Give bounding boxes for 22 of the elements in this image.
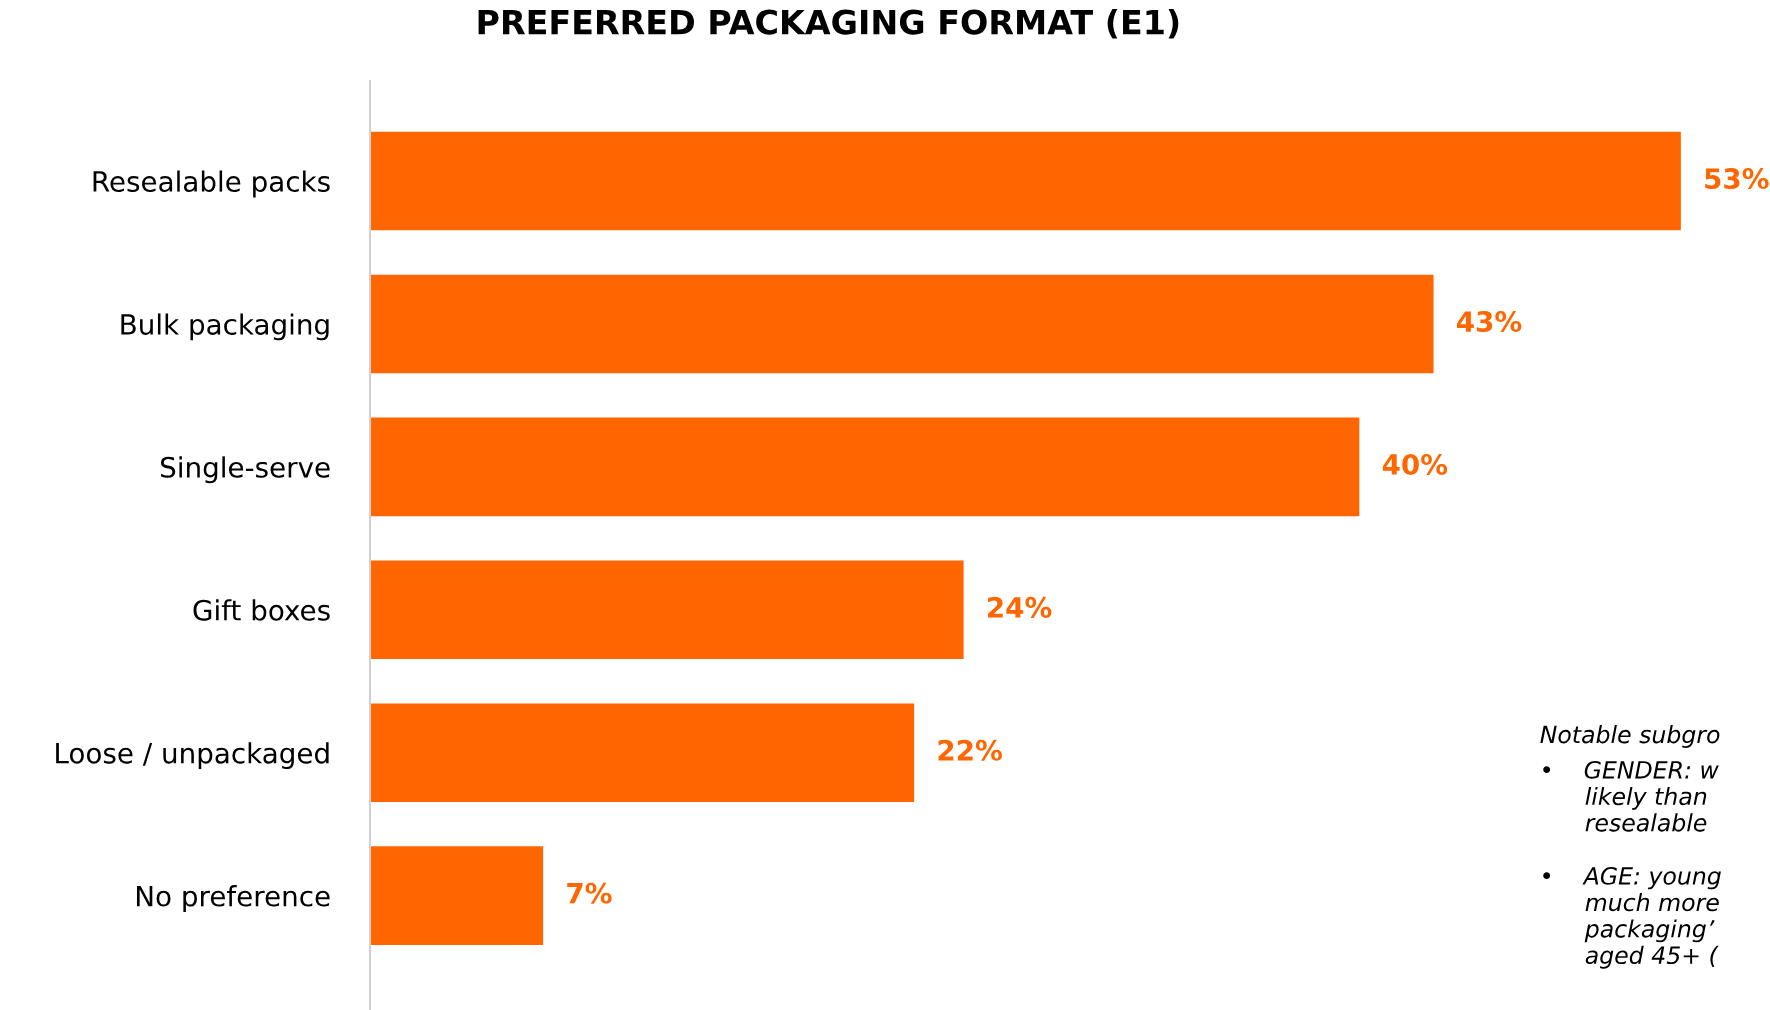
bar — [370, 560, 964, 660]
chart-title: PREFERRED PACKAGING FORMAT (E1) — [478, 8, 1179, 39]
bar — [370, 703, 915, 803]
bar — [370, 417, 1360, 517]
bar — [370, 846, 544, 945]
bar — [370, 274, 1434, 374]
data-label: 43% — [1457, 311, 1522, 333]
bar — [370, 131, 1681, 231]
annotation: Notable subgro — [1540, 725, 1720, 748]
annotation: • AGE: young much more packaging’ aged 45+ ( — [1543, 866, 1721, 969]
y-tick-label: Single-serve — [161, 456, 330, 484]
data-label: 53% — [1705, 168, 1769, 190]
data-label: 24% — [988, 596, 1052, 618]
y-tick-label: Gift boxes — [193, 599, 330, 621]
y-tick-label: Resealable packs — [93, 170, 330, 198]
y-tick-label: Loose / unpackaged — [56, 742, 329, 770]
y-tick-label: No preference — [136, 885, 330, 912]
y-tick-label: Bulk packaging — [121, 313, 329, 341]
data-label: 22% — [938, 739, 1002, 761]
data-label: 7% — [567, 882, 612, 904]
data-label: 40% — [1382, 453, 1448, 475]
annotation: • GENDER: w likely than resealable — [1543, 760, 1719, 832]
